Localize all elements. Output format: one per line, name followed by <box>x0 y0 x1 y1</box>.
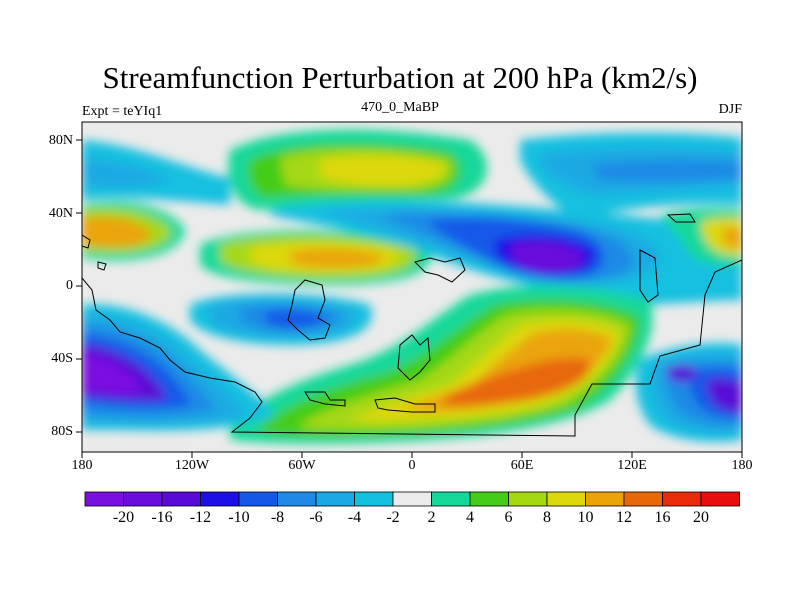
colorbar-label: 10 <box>577 509 594 526</box>
colorbar-swatch <box>123 491 163 507</box>
colorbar-label: -20 <box>112 509 135 526</box>
colorbar-swatch <box>354 491 394 507</box>
map-title: Streamfunction Perturbation at 200 hPa (… <box>102 60 698 95</box>
colorbar-label: -12 <box>189 509 212 526</box>
colorbar-swatch <box>508 491 548 507</box>
colorbar-label: -2 <box>386 509 400 526</box>
lat-tick-label: 80S <box>51 424 73 439</box>
lon-tick-label: 60W <box>288 458 316 473</box>
colorbar-swatch <box>469 491 509 507</box>
colorbar-swatch <box>585 491 625 507</box>
colorbar-label: 6 <box>504 509 513 526</box>
lat-tick-label: 0 <box>66 278 73 293</box>
colorbar-swatch <box>84 491 124 507</box>
colorbar-label: 8 <box>543 509 551 526</box>
colorbar-label: -4 <box>347 509 362 526</box>
colorbar-label: -10 <box>228 509 250 526</box>
lon-tick-label: 120W <box>174 458 210 473</box>
colorbar-swatch <box>392 491 432 507</box>
colorbar-swatch <box>546 491 586 507</box>
contour-field <box>82 122 742 452</box>
experiment-label: Expt = teYIq1 <box>82 104 163 119</box>
lon-tick-label: 60E <box>510 458 534 473</box>
axis-ticks <box>76 139 743 458</box>
colorbar-label: -8 <box>270 509 285 526</box>
colorbar <box>84 491 740 507</box>
lat-tick-label: 40N <box>48 206 73 221</box>
season-label: DJF <box>718 102 742 117</box>
colorbar-swatch <box>431 491 471 507</box>
colorbar-swatch <box>623 491 663 507</box>
colorbar-swatch <box>662 491 702 507</box>
lat-tick-label: 80N <box>48 133 73 148</box>
lon-tick-label: 180 <box>71 458 93 473</box>
colorbar-label: 12 <box>616 509 632 526</box>
colorbar-label: -16 <box>151 509 173 526</box>
period-label: 470_0_MaBP <box>361 100 439 115</box>
colorbar-label: 16 <box>654 509 671 526</box>
colorbar-label: 4 <box>466 509 474 526</box>
lon-tick-label: 0 <box>408 458 416 473</box>
coastlines <box>82 213 742 437</box>
colorbar-swatch <box>277 491 317 507</box>
lon-tick-label: 120E <box>617 458 647 473</box>
colorbar-swatch <box>200 491 240 507</box>
lat-tick-label: 40S <box>51 351 73 366</box>
lon-tick-label: 180 <box>731 458 753 473</box>
colorbar-swatch <box>161 491 201 507</box>
colorbar-swatch <box>238 491 278 507</box>
colorbar-label: 20 <box>693 509 709 526</box>
colorbar-swatch <box>315 491 355 507</box>
colorbar-label: 2 <box>427 509 436 526</box>
colorbar-label: -6 <box>309 509 323 526</box>
colorbar-swatch <box>700 491 740 507</box>
